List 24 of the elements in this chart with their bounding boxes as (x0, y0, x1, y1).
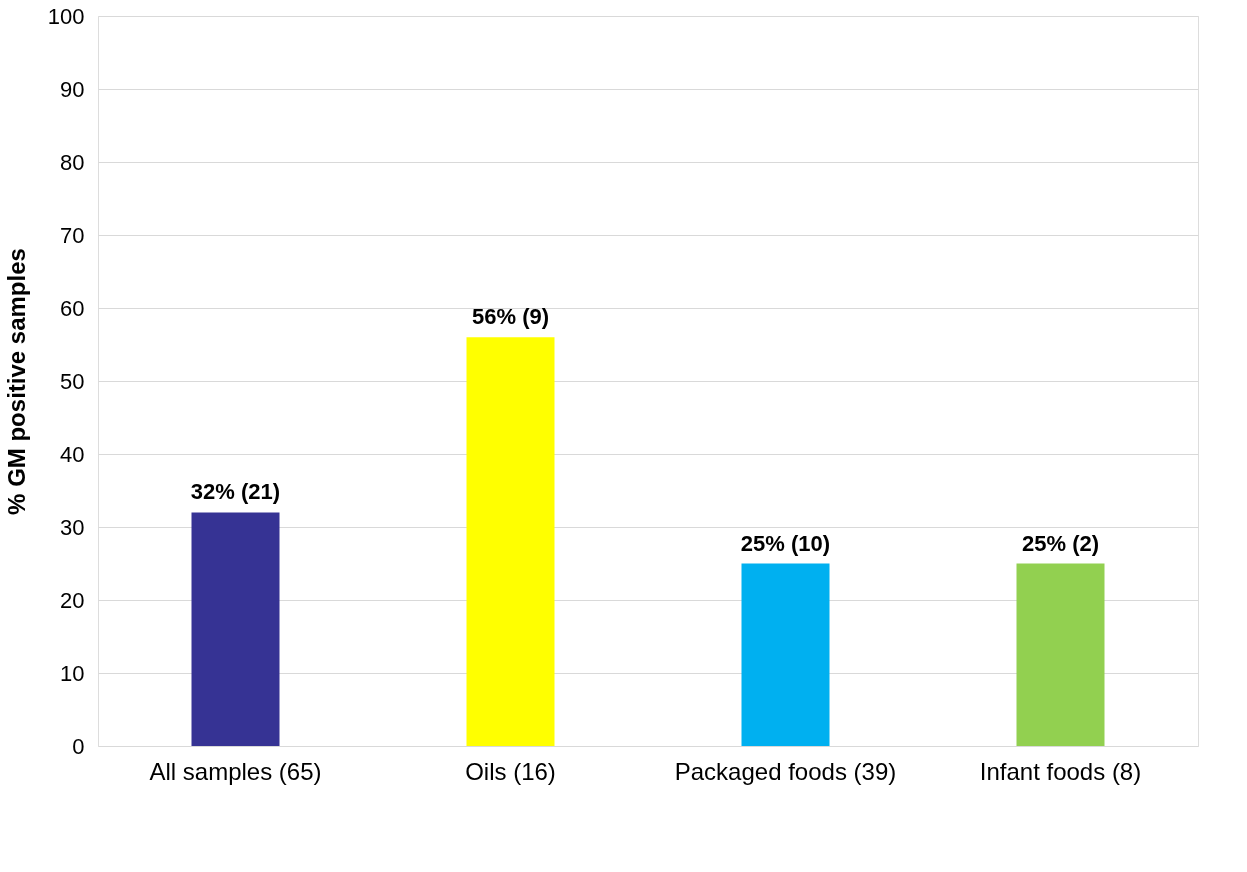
x-tick-label: Oils (16) (465, 757, 556, 785)
y-tick-label: 100 (47, 3, 85, 29)
y-tick-label: 60 (60, 295, 85, 321)
bar (191, 512, 280, 746)
y-tick-label: 30 (60, 514, 85, 540)
bar (741, 563, 830, 746)
data-label: 25% (2) (1021, 530, 1100, 556)
x-tick-label: Infant foods (8) (979, 757, 1142, 785)
data-label: 32% (21) (190, 479, 281, 505)
x-tick-label: All samples (65) (149, 757, 322, 785)
y-tick-label: 0 (72, 733, 85, 759)
y-tick-label: 50 (60, 368, 85, 394)
data-label: 56% (9) (471, 304, 550, 330)
y-axis-title: % GM positive samples (2, 248, 30, 515)
y-tick-label: 70 (60, 222, 85, 248)
y-tick-label: 40 (60, 441, 85, 467)
y-tick-label: 80 (60, 149, 85, 175)
y-tick-label: 20 (60, 587, 85, 613)
data-label: 25% (10) (740, 530, 831, 556)
y-tick-label: 90 (60, 76, 85, 102)
y-tick-label: 10 (60, 660, 85, 686)
bar (1016, 563, 1105, 746)
x-tick-label: Packaged foods (39) (674, 757, 897, 785)
bar (466, 337, 555, 746)
